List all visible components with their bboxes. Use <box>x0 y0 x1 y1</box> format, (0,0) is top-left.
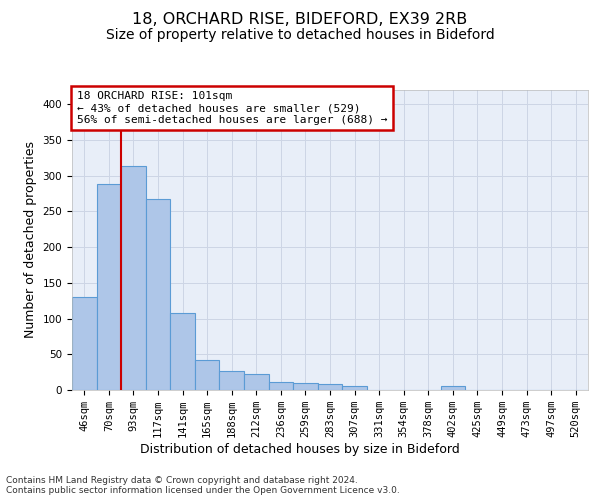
Text: Size of property relative to detached houses in Bideford: Size of property relative to detached ho… <box>106 28 494 42</box>
Text: 18 ORCHARD RISE: 101sqm
← 43% of detached houses are smaller (529)
56% of semi-d: 18 ORCHARD RISE: 101sqm ← 43% of detache… <box>77 92 388 124</box>
Bar <box>97 184 121 390</box>
Bar <box>342 386 367 390</box>
Bar <box>318 384 342 390</box>
Text: Contains public sector information licensed under the Open Government Licence v3: Contains public sector information licen… <box>6 486 400 495</box>
Bar <box>244 374 269 390</box>
Bar <box>195 360 220 390</box>
Bar <box>121 166 146 390</box>
Text: Contains HM Land Registry data © Crown copyright and database right 2024.: Contains HM Land Registry data © Crown c… <box>6 476 358 485</box>
Bar <box>170 313 195 390</box>
Y-axis label: Number of detached properties: Number of detached properties <box>24 142 37 338</box>
Text: Distribution of detached houses by size in Bideford: Distribution of detached houses by size … <box>140 444 460 456</box>
Bar <box>72 297 97 390</box>
Bar <box>440 386 465 390</box>
Bar <box>269 382 293 390</box>
Bar <box>146 200 170 390</box>
Bar <box>220 372 244 390</box>
Text: 18, ORCHARD RISE, BIDEFORD, EX39 2RB: 18, ORCHARD RISE, BIDEFORD, EX39 2RB <box>133 12 467 28</box>
Bar <box>293 383 318 390</box>
